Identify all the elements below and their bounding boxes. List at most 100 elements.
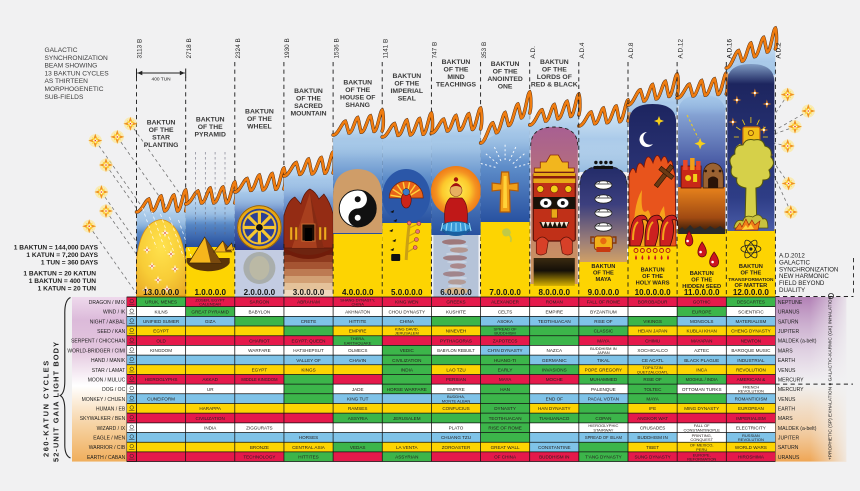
svg-text:HIROSHIMA: HIROSHIMA	[738, 455, 765, 460]
svg-text:SYNCHRONIZATION: SYNCHRONIZATION	[779, 266, 838, 273]
svg-text:BRONZE: BRONZE	[250, 445, 269, 450]
svg-text:CHINA: CHINA	[400, 319, 415, 324]
svg-text:OF THE: OF THE	[296, 96, 321, 103]
svg-text:RISE OF ROME: RISE OF ROME	[488, 426, 521, 431]
svg-text:BAKTUN: BAKTUN	[392, 73, 421, 80]
svg-text:MALDEK (a-belt): MALDEK (a-belt)	[778, 339, 817, 345]
svg-text:SHANG DYNASTY,: SHANG DYNASTY,	[340, 297, 375, 302]
svg-text:PACAL VOTAN: PACAL VOTAN	[588, 397, 619, 402]
svg-text:TECHNOLOGY: TECHNOLOGY	[243, 455, 275, 460]
svg-text:TEOTIHUACAN: TEOTIHUACAN	[489, 416, 522, 421]
svg-text:SKYWALKER / BEN: SKYWALKER / BEN	[80, 416, 126, 422]
svg-text:BOROBADUR: BOROBADUR	[638, 300, 668, 305]
svg-text:JERUSALEM: JERUSALEM	[395, 331, 419, 336]
svg-text:DYNASTY: DYNASTY	[494, 406, 516, 411]
svg-text:CONSTANTINE: CONSTANTINE	[538, 445, 571, 450]
svg-text:MAYA: MAYA	[646, 397, 659, 402]
svg-text:BAKTUN: BAKTUN	[739, 264, 763, 270]
svg-text:STAR / LAMAT: STAR / LAMAT	[92, 368, 125, 374]
svg-text:AMERICAN &: AMERICAN &	[737, 377, 766, 382]
svg-text:6.0.0.0.0: 6.0.0.0.0	[440, 288, 472, 297]
svg-text:KUBLAI KHAN: KUBLAI KHAN	[687, 329, 717, 334]
svg-text:A.D.16: A.D.16	[727, 39, 734, 59]
svg-text:URANUS: URANUS	[778, 310, 800, 316]
svg-text:BAKTUN: BAKTUN	[591, 264, 615, 270]
svg-text:SACRED: SACRED	[294, 103, 323, 110]
svg-text:HITTITES: HITTITES	[298, 455, 318, 460]
svg-text:DRAGON / IMIX: DRAGON / IMIX	[89, 300, 126, 306]
svg-text:CALENDAR: CALENDAR	[199, 302, 221, 307]
svg-text:CIVILIZATION: CIVILIZATION	[392, 358, 421, 363]
svg-text:KILNS: KILNS	[154, 309, 167, 314]
svg-text:SEAL: SEAL	[398, 96, 416, 103]
svg-text:A.D.12: A.D.12	[677, 39, 684, 59]
svg-text:OF THE: OF THE	[593, 270, 614, 276]
svg-text:JAPAN: JAPAN	[597, 350, 610, 355]
svg-text:RED & BLACK: RED & BLACK	[531, 82, 578, 89]
svg-text:HAN: HAN	[500, 387, 510, 392]
svg-text:POPE GREGORY: POPE GREGORY	[585, 368, 622, 373]
svg-text:NEWTON: NEWTON	[741, 338, 761, 343]
svg-text:CHUANG TZU: CHUANG TZU	[441, 435, 471, 440]
svg-text:TIBET: TIBET	[646, 445, 659, 450]
svg-text:SARGON: SARGON	[249, 300, 269, 305]
svg-text:EARTH: EARTH	[778, 358, 795, 364]
svg-text:JADE: JADE	[352, 387, 364, 392]
svg-text:SPREAD OF ISLAM: SPREAD OF ISLAM	[585, 435, 623, 440]
svg-text:TEACHINGS: TEACHINGS	[436, 82, 476, 89]
svg-text:REVOLUTION: REVOLUTION	[738, 437, 764, 442]
svg-text:LAO TZU: LAO TZU	[446, 368, 465, 373]
svg-text:CENTRAL ASIA: CENTRAL ASIA	[292, 445, 326, 450]
svg-text:VIKINGS: VIKINGS	[643, 319, 662, 324]
svg-text:OF THE: OF THE	[444, 67, 469, 74]
svg-text:MONGOLS: MONGOLS	[690, 319, 713, 324]
svg-text:ASSYRIAN: ASSYRIAN	[395, 455, 418, 460]
svg-text:BYZANTIUM: BYZANTIUM	[590, 309, 617, 314]
svg-text:VEDAS: VEDAS	[350, 445, 366, 450]
svg-text:EARLY: EARLY	[498, 368, 513, 373]
svg-text:BABYLON: BABYLON	[249, 309, 271, 314]
svg-text:GALACTIC: GALACTIC	[45, 47, 78, 54]
svg-text:260-KATUN CYCLES: 260-KATUN CYCLES	[42, 359, 51, 457]
svg-text:WORLD-BRIDGER / CIMI: WORLD-BRIDGER / CIMI	[67, 348, 125, 354]
svg-text:A.D.2: A.D.2	[776, 42, 783, 58]
svg-text:OF MATTER: OF MATTER	[735, 283, 768, 289]
svg-text:7.0.0.0.0: 7.0.0.0.0	[489, 288, 521, 297]
svg-text:CONSTANTINOPLE: CONSTANTINOPLE	[684, 427, 721, 432]
svg-text:OF THE: OF THE	[691, 277, 712, 283]
svg-text:1141 B: 1141 B	[382, 39, 389, 59]
svg-text:CRUSADES: CRUSADES	[640, 426, 666, 431]
svg-text:JUPITER: JUPITER	[778, 329, 800, 335]
svg-text:SPREAD OF: SPREAD OF	[494, 326, 518, 331]
svg-text:PRINTING,: PRINTING,	[692, 433, 712, 438]
svg-text:NAZCA: NAZCA	[547, 348, 564, 353]
svg-text:BUDDHISM: BUDDHISM	[494, 331, 515, 336]
svg-text:UNIFIED SUMER: UNIFIED SUMER	[143, 319, 180, 324]
svg-text:MERCURY: MERCURY	[778, 387, 804, 393]
svg-text:EARTH / CABAN: EARTH / CABAN	[87, 455, 126, 461]
svg-text:END OF: END OF	[546, 397, 564, 402]
svg-text:A.D.2012: A.D.2012	[779, 253, 805, 260]
svg-text:WHEEL: WHEEL	[247, 124, 272, 131]
svg-text:5.0.0.0.0: 5.0.0.0.0	[391, 288, 423, 297]
svg-text:BUDDHISM IN: BUDDHISM IN	[590, 346, 617, 351]
svg-text:EGYPT: EGYPT	[252, 368, 268, 373]
svg-text:SERPENT / CHICCHAN: SERPENT / CHICCHAN	[71, 339, 125, 345]
svg-text:PALENQUE: PALENQUE	[591, 387, 616, 392]
svg-text:EMPIRE: EMPIRE	[349, 329, 367, 334]
svg-text:KINGS: KINGS	[301, 368, 315, 373]
svg-text:ELECTRICITY: ELECTRICITY	[736, 426, 766, 431]
svg-text:CHOU DYNASTY: CHOU DYNASTY	[389, 309, 426, 314]
svg-text:HIDDEN SEED: HIDDEN SEED	[682, 284, 721, 290]
svg-text:8.0.0.0.0: 8.0.0.0.0	[539, 288, 571, 297]
svg-text:CONFUCIUS: CONFUCIUS	[442, 406, 469, 411]
svg-text:GERMANIC: GERMANIC	[542, 358, 567, 363]
svg-text:EUROPE,: EUROPE,	[693, 452, 711, 457]
svg-text:ZOROASTER: ZOROASTER	[442, 445, 471, 450]
svg-text:AKHNATON: AKHNATON	[345, 309, 370, 314]
svg-text:AZTEC: AZTEC	[694, 348, 710, 353]
svg-text:52-UNIT GAIA LIGHT BODY: 52-UNIT GAIA LIGHT BODY	[52, 341, 61, 462]
svg-text:FRENCH: FRENCH	[743, 385, 760, 390]
svg-text:UR: UR	[207, 387, 214, 392]
svg-text:OF THE: OF THE	[247, 116, 272, 123]
